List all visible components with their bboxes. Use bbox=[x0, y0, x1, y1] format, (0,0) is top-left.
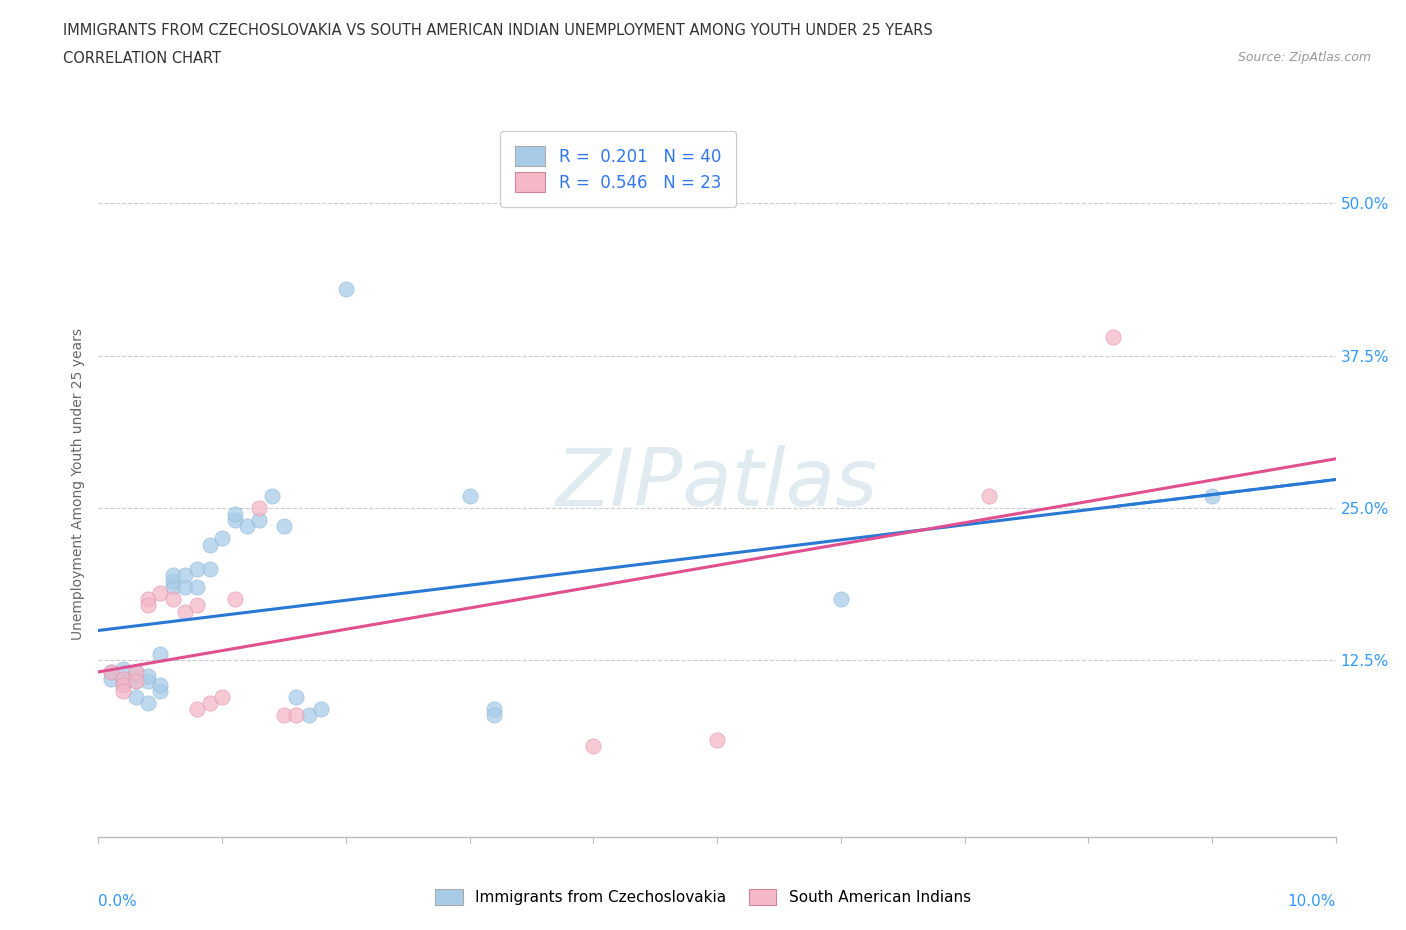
Point bbox=[112, 684, 135, 698]
Point bbox=[830, 591, 852, 606]
Point bbox=[162, 579, 184, 594]
Point bbox=[100, 665, 122, 680]
Point bbox=[198, 696, 221, 711]
Point bbox=[149, 677, 172, 692]
Point bbox=[162, 574, 184, 589]
Point bbox=[174, 567, 197, 582]
Text: IMMIGRANTS FROM CZECHOSLOVAKIA VS SOUTH AMERICAN INDIAN UNEMPLOYMENT AMONG YOUTH: IMMIGRANTS FROM CZECHOSLOVAKIA VS SOUTH … bbox=[63, 23, 934, 38]
Point bbox=[162, 591, 184, 606]
Point bbox=[706, 732, 728, 747]
Point bbox=[211, 531, 233, 546]
Point bbox=[309, 701, 332, 716]
Point bbox=[136, 591, 159, 606]
Point bbox=[174, 604, 197, 619]
Point bbox=[186, 562, 208, 577]
Point bbox=[149, 684, 172, 698]
Text: Source: ZipAtlas.com: Source: ZipAtlas.com bbox=[1237, 51, 1371, 64]
Text: 10.0%: 10.0% bbox=[1288, 894, 1336, 909]
Point bbox=[224, 507, 246, 522]
Point bbox=[211, 689, 233, 704]
Point bbox=[285, 708, 308, 723]
Point bbox=[273, 708, 295, 723]
Point bbox=[484, 708, 506, 723]
Point bbox=[136, 673, 159, 688]
Point bbox=[484, 701, 506, 716]
Point bbox=[124, 673, 146, 688]
Point bbox=[112, 677, 135, 692]
Point bbox=[100, 671, 122, 686]
Legend: Immigrants from Czechoslovakia, South American Indians: Immigrants from Czechoslovakia, South Am… bbox=[427, 882, 979, 913]
Point bbox=[224, 591, 246, 606]
Point bbox=[112, 677, 135, 692]
Point bbox=[124, 665, 146, 680]
Point bbox=[136, 598, 159, 613]
Point bbox=[112, 671, 135, 686]
Point bbox=[224, 512, 246, 527]
Point bbox=[198, 562, 221, 577]
Point bbox=[247, 500, 270, 515]
Point bbox=[247, 512, 270, 527]
Point bbox=[112, 661, 135, 676]
Point bbox=[174, 579, 197, 594]
Text: CORRELATION CHART: CORRELATION CHART bbox=[63, 51, 221, 66]
Point bbox=[162, 567, 184, 582]
Point bbox=[136, 696, 159, 711]
Point bbox=[298, 708, 321, 723]
Point bbox=[149, 586, 172, 601]
Text: ZIPatlas: ZIPatlas bbox=[555, 445, 879, 523]
Point bbox=[260, 488, 283, 503]
Point bbox=[149, 646, 172, 661]
Point bbox=[136, 669, 159, 684]
Point bbox=[112, 673, 135, 688]
Point bbox=[1102, 330, 1125, 345]
Point bbox=[124, 669, 146, 684]
Legend: R =  0.201   N = 40, R =  0.546   N = 23: R = 0.201 N = 40, R = 0.546 N = 23 bbox=[501, 131, 735, 206]
Point bbox=[186, 701, 208, 716]
Point bbox=[100, 665, 122, 680]
Point bbox=[186, 579, 208, 594]
Text: 0.0%: 0.0% bbox=[98, 894, 138, 909]
Point bbox=[582, 738, 605, 753]
Point bbox=[124, 673, 146, 688]
Point bbox=[124, 689, 146, 704]
Point bbox=[285, 689, 308, 704]
Point bbox=[186, 598, 208, 613]
Point bbox=[458, 488, 481, 503]
Point bbox=[1201, 488, 1223, 503]
Point bbox=[236, 519, 259, 534]
Point bbox=[124, 665, 146, 680]
Point bbox=[198, 538, 221, 552]
Point bbox=[273, 519, 295, 534]
Y-axis label: Unemployment Among Youth under 25 years: Unemployment Among Youth under 25 years bbox=[72, 327, 86, 640]
Point bbox=[979, 488, 1001, 503]
Point bbox=[335, 281, 357, 296]
